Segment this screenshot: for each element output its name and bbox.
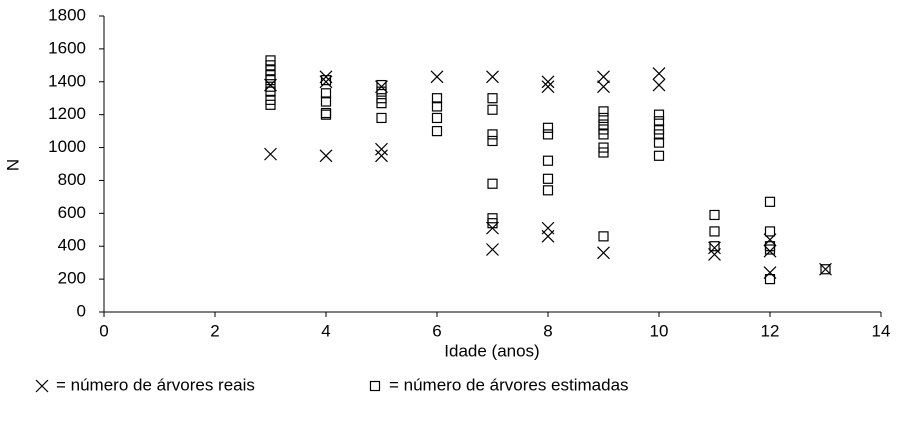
x-tick-label: 2 <box>210 321 219 340</box>
point <box>764 244 776 255</box>
x-tick-label: 14 <box>872 321 891 340</box>
point <box>320 109 332 120</box>
point <box>598 129 609 140</box>
point <box>486 70 499 84</box>
point <box>264 147 277 161</box>
x-tick-label: 10 <box>650 321 669 340</box>
point <box>487 218 498 229</box>
point <box>598 147 609 158</box>
y-tick-label: 1000 <box>48 137 86 156</box>
point <box>375 149 388 163</box>
point <box>319 149 333 163</box>
legend-marker <box>369 380 381 392</box>
point <box>597 246 610 260</box>
point <box>541 80 555 94</box>
point <box>376 98 387 109</box>
point <box>820 264 831 275</box>
point <box>487 135 498 147</box>
point <box>376 86 387 97</box>
y-tick-label: 200 <box>58 269 86 288</box>
point <box>764 196 776 207</box>
point <box>597 80 610 94</box>
point <box>487 178 498 189</box>
point <box>541 229 555 243</box>
x-tick-label: 4 <box>321 321 330 340</box>
point <box>653 137 665 148</box>
point <box>320 88 332 99</box>
point <box>430 70 444 84</box>
point <box>598 231 609 242</box>
y-tick-label: 1400 <box>48 71 86 90</box>
point <box>542 129 554 140</box>
point <box>764 226 776 237</box>
point <box>542 173 554 184</box>
point <box>375 142 388 156</box>
point <box>542 155 554 166</box>
point <box>653 109 665 120</box>
y-tick-label: 0 <box>77 301 86 320</box>
point <box>541 75 555 89</box>
point <box>487 129 498 140</box>
x-axis-title: Idade (anos) <box>444 341 539 360</box>
point <box>542 185 554 196</box>
point <box>653 116 665 127</box>
point <box>376 112 387 124</box>
point <box>598 112 609 124</box>
point <box>265 86 276 97</box>
point <box>320 75 332 86</box>
point <box>320 96 332 107</box>
point <box>597 70 610 84</box>
y-tick-label: 1600 <box>48 38 86 57</box>
point <box>486 243 499 256</box>
point <box>764 274 776 285</box>
x-tick-label: 6 <box>432 321 441 340</box>
x-tick-label: 0 <box>99 321 108 340</box>
legend-label: = número de árvores reais <box>56 375 255 394</box>
x-tick-label: 8 <box>543 321 552 340</box>
point <box>653 150 665 161</box>
point <box>265 99 276 110</box>
y-tick-label: 800 <box>58 170 86 189</box>
point <box>652 67 666 80</box>
point <box>709 226 720 237</box>
point <box>265 75 276 86</box>
y-tick-label: 600 <box>58 203 86 222</box>
y-axis-title: N <box>3 159 22 171</box>
point <box>431 101 443 112</box>
point <box>487 104 498 115</box>
point <box>709 209 720 221</box>
y-tick-label: 1200 <box>48 104 86 123</box>
legend-marker <box>35 379 49 393</box>
x-tick-label: 12 <box>761 321 780 340</box>
y-tick-label: 400 <box>58 236 86 255</box>
point <box>598 106 609 117</box>
point <box>431 93 443 104</box>
legend-label: = número de árvores estimadas <box>389 375 629 394</box>
point <box>431 126 443 137</box>
point <box>376 79 387 91</box>
point <box>653 129 665 140</box>
point <box>652 78 666 92</box>
point <box>542 122 554 133</box>
point <box>487 93 498 104</box>
point <box>431 112 443 124</box>
point <box>709 241 720 252</box>
y-tick-label: 1800 <box>48 5 86 24</box>
